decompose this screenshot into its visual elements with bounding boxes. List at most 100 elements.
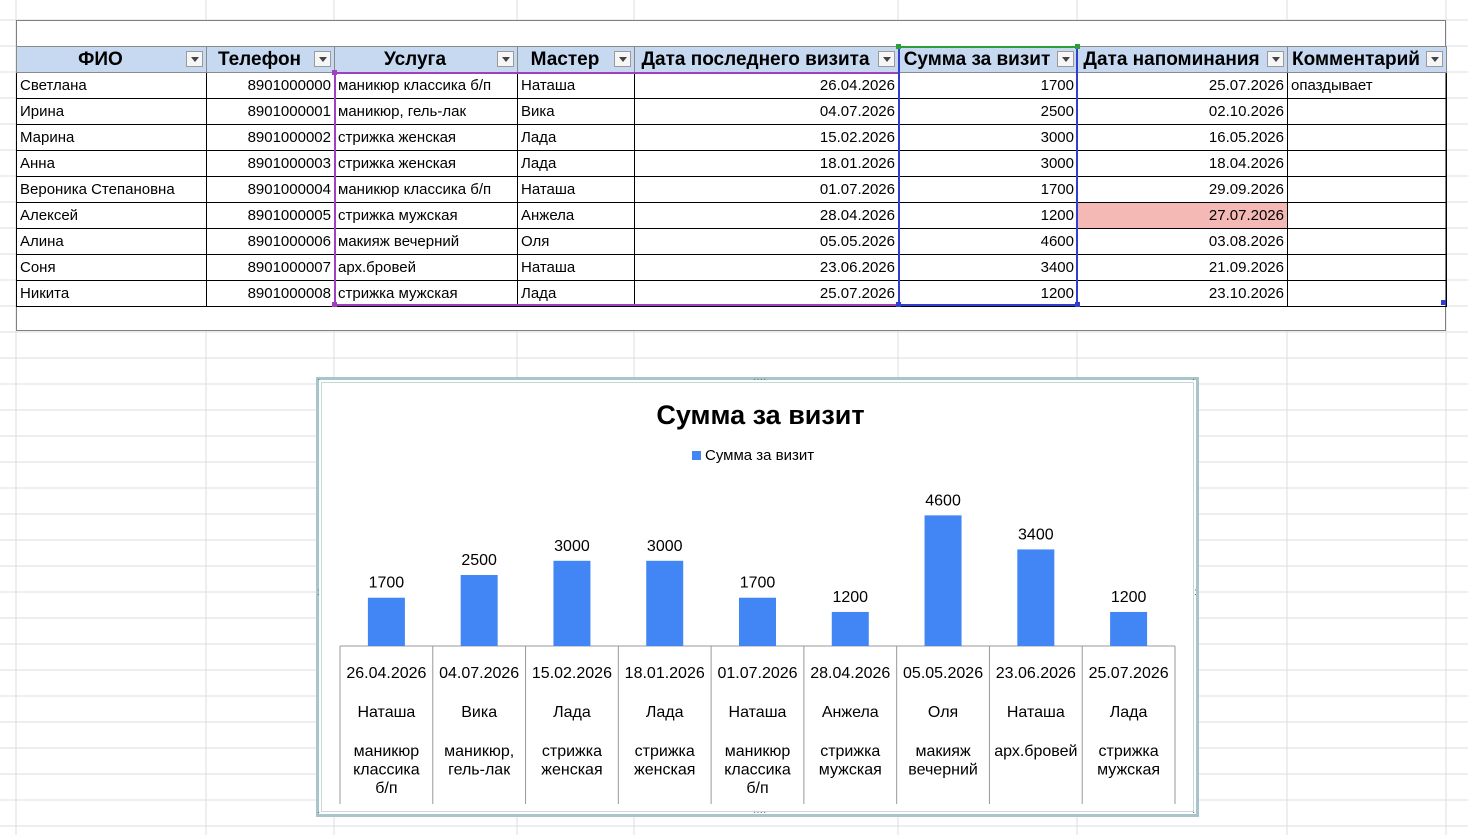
table-cell[interactable]: Наташа	[517, 72, 635, 99]
chart-grip-corner[interactable]: ·	[317, 807, 321, 818]
table-cell[interactable]: 21.09.2026	[1077, 254, 1288, 281]
table-cell[interactable]: 01.07.2026	[634, 176, 899, 203]
table-cell[interactable]: 29.09.2026	[1077, 176, 1288, 203]
column-header[interactable]: Сумма за визит	[898, 46, 1078, 73]
selection-handle[interactable]	[332, 302, 337, 307]
filter-dropdown-icon[interactable]	[1057, 51, 1074, 67]
table-cell[interactable]: Лада	[517, 124, 635, 151]
table-cell[interactable]: 16.05.2026	[1077, 124, 1288, 151]
table-cell[interactable]: Соня	[16, 254, 207, 281]
table-cell[interactable]	[1287, 254, 1447, 281]
selection-handle[interactable]	[896, 44, 901, 49]
table-cell[interactable]	[1287, 98, 1447, 125]
table-cell[interactable]: 05.05.2026	[634, 228, 899, 255]
table-cell[interactable]: Вероника Степановна	[16, 176, 207, 203]
chart-object[interactable]: ···· ···· : : · · · · Сумма за визит Сумм…	[316, 374, 1199, 818]
column-header[interactable]: Услуга	[334, 46, 518, 73]
table-cell[interactable]: маникюр классика б/п	[334, 176, 518, 203]
table-cell[interactable]: Ирина	[16, 98, 207, 125]
chart-grip-corner[interactable]: ·	[1192, 807, 1196, 818]
table-cell[interactable]: 8901000001	[206, 98, 335, 125]
table-cell[interactable]: 25.07.2026	[1077, 72, 1288, 99]
table-cell[interactable]: 02.10.2026	[1077, 98, 1288, 125]
table-cell[interactable]: 8901000008	[206, 280, 335, 307]
table-cell[interactable]: Лада	[517, 280, 635, 307]
table-cell[interactable]: 8901000000	[206, 72, 335, 99]
table-cell[interactable]: 25.07.2026	[634, 280, 899, 307]
table-cell[interactable]: Оля	[517, 228, 635, 255]
table-cell[interactable]: маникюр, гель-лак	[334, 98, 518, 125]
filter-dropdown-icon[interactable]	[497, 51, 514, 67]
filter-dropdown-icon[interactable]	[314, 51, 331, 67]
table-cell[interactable]: стрижка мужская	[334, 202, 518, 229]
table-cell[interactable]: 8901000006	[206, 228, 335, 255]
filter-dropdown-icon[interactable]	[1426, 51, 1443, 67]
column-header[interactable]: Мастер	[517, 46, 635, 73]
column-header[interactable]: Дата напоминания	[1077, 46, 1288, 73]
selection-handle[interactable]	[896, 302, 901, 307]
table-cell[interactable]: Анжела	[517, 202, 635, 229]
chart-grip-top[interactable]: ····	[753, 374, 767, 385]
table-cell[interactable]: стрижка женская	[334, 150, 518, 177]
selection-handle[interactable]	[1075, 302, 1080, 307]
table-cell[interactable]: Вика	[517, 98, 635, 125]
table-cell[interactable]: Алина	[16, 228, 207, 255]
table-cell[interactable]: 03.08.2026	[1077, 228, 1288, 255]
table-cell[interactable]: 18.01.2026	[634, 150, 899, 177]
table-cell[interactable]: 23.10.2026	[1077, 280, 1288, 307]
table-cell[interactable]: 26.04.2026	[634, 72, 899, 99]
chart-grip-corner[interactable]: ·	[1192, 374, 1196, 385]
table-cell[interactable]	[1287, 228, 1447, 255]
table-cell[interactable]: 15.02.2026	[634, 124, 899, 151]
table-cell[interactable]: макияж вечерний	[334, 228, 518, 255]
selection-handle[interactable]	[332, 70, 337, 75]
table-cell[interactable]	[1287, 150, 1447, 177]
column-header[interactable]: Дата последнего визита	[634, 46, 899, 73]
table-cell[interactable]: 8901000003	[206, 150, 335, 177]
table-cell[interactable]: 8901000007	[206, 254, 335, 281]
category-label: макияж	[915, 743, 971, 760]
chart-grip-bottom[interactable]: ····	[753, 807, 767, 818]
table-cell[interactable]: 8901000004	[206, 176, 335, 203]
table-cell[interactable]: 8901000002	[206, 124, 335, 151]
table-cell[interactable]: 23.06.2026	[634, 254, 899, 281]
selection-handle[interactable]	[1075, 44, 1080, 49]
filter-dropdown-icon[interactable]	[878, 51, 895, 67]
table-cell[interactable]: 1200	[898, 280, 1078, 307]
filter-dropdown-icon[interactable]	[1267, 51, 1284, 67]
column-header[interactable]: ФИО	[16, 46, 207, 73]
chart-grip-corner[interactable]: ·	[317, 374, 321, 385]
table-cell[interactable]: 3000	[898, 150, 1078, 177]
table-cell[interactable]: Светлана	[16, 72, 207, 99]
table-cell[interactable]: Никита	[16, 280, 207, 307]
table-cell[interactable]: стрижка мужская	[334, 280, 518, 307]
table-cell[interactable]	[1287, 176, 1447, 203]
table-cell[interactable]	[1287, 202, 1447, 229]
table-cell[interactable]: Анна	[16, 150, 207, 177]
column-header[interactable]: Телефон	[206, 46, 335, 73]
table-cell[interactable]: Наташа	[517, 176, 635, 203]
table-cell[interactable]: 27.07.2026	[1077, 202, 1288, 229]
table-resize-handle[interactable]	[1441, 300, 1446, 305]
filter-dropdown-icon[interactable]	[186, 51, 203, 67]
table-cell[interactable]: 4600	[898, 228, 1078, 255]
table-cell[interactable]: 8901000005	[206, 202, 335, 229]
table-cell[interactable]: 28.04.2026	[634, 202, 899, 229]
table-cell[interactable]: 18.04.2026	[1077, 150, 1288, 177]
table-cell[interactable]	[1287, 124, 1447, 151]
table-cell[interactable]: маникюр классика б/п	[334, 72, 518, 99]
chart-grip-right[interactable]: :	[1194, 587, 1197, 598]
table-cell[interactable]: опаздывает	[1287, 72, 1447, 99]
column-header[interactable]: Комментарий	[1287, 46, 1447, 73]
table-cell[interactable]: 04.07.2026	[634, 98, 899, 125]
chart-grip-left[interactable]: :	[317, 587, 320, 598]
table-cell[interactable]: Алексей	[16, 202, 207, 229]
table-cell[interactable]: Наташа	[517, 254, 635, 281]
table-cell[interactable]: Лада	[517, 150, 635, 177]
table-cell[interactable]: Марина	[16, 124, 207, 151]
table-cell[interactable]	[1287, 280, 1447, 307]
filter-dropdown-icon[interactable]	[614, 51, 631, 67]
table-cell[interactable]: стрижка женская	[334, 124, 518, 151]
category-label: гель-лак	[448, 762, 511, 779]
table-cell[interactable]: арх.бровей	[334, 254, 518, 281]
